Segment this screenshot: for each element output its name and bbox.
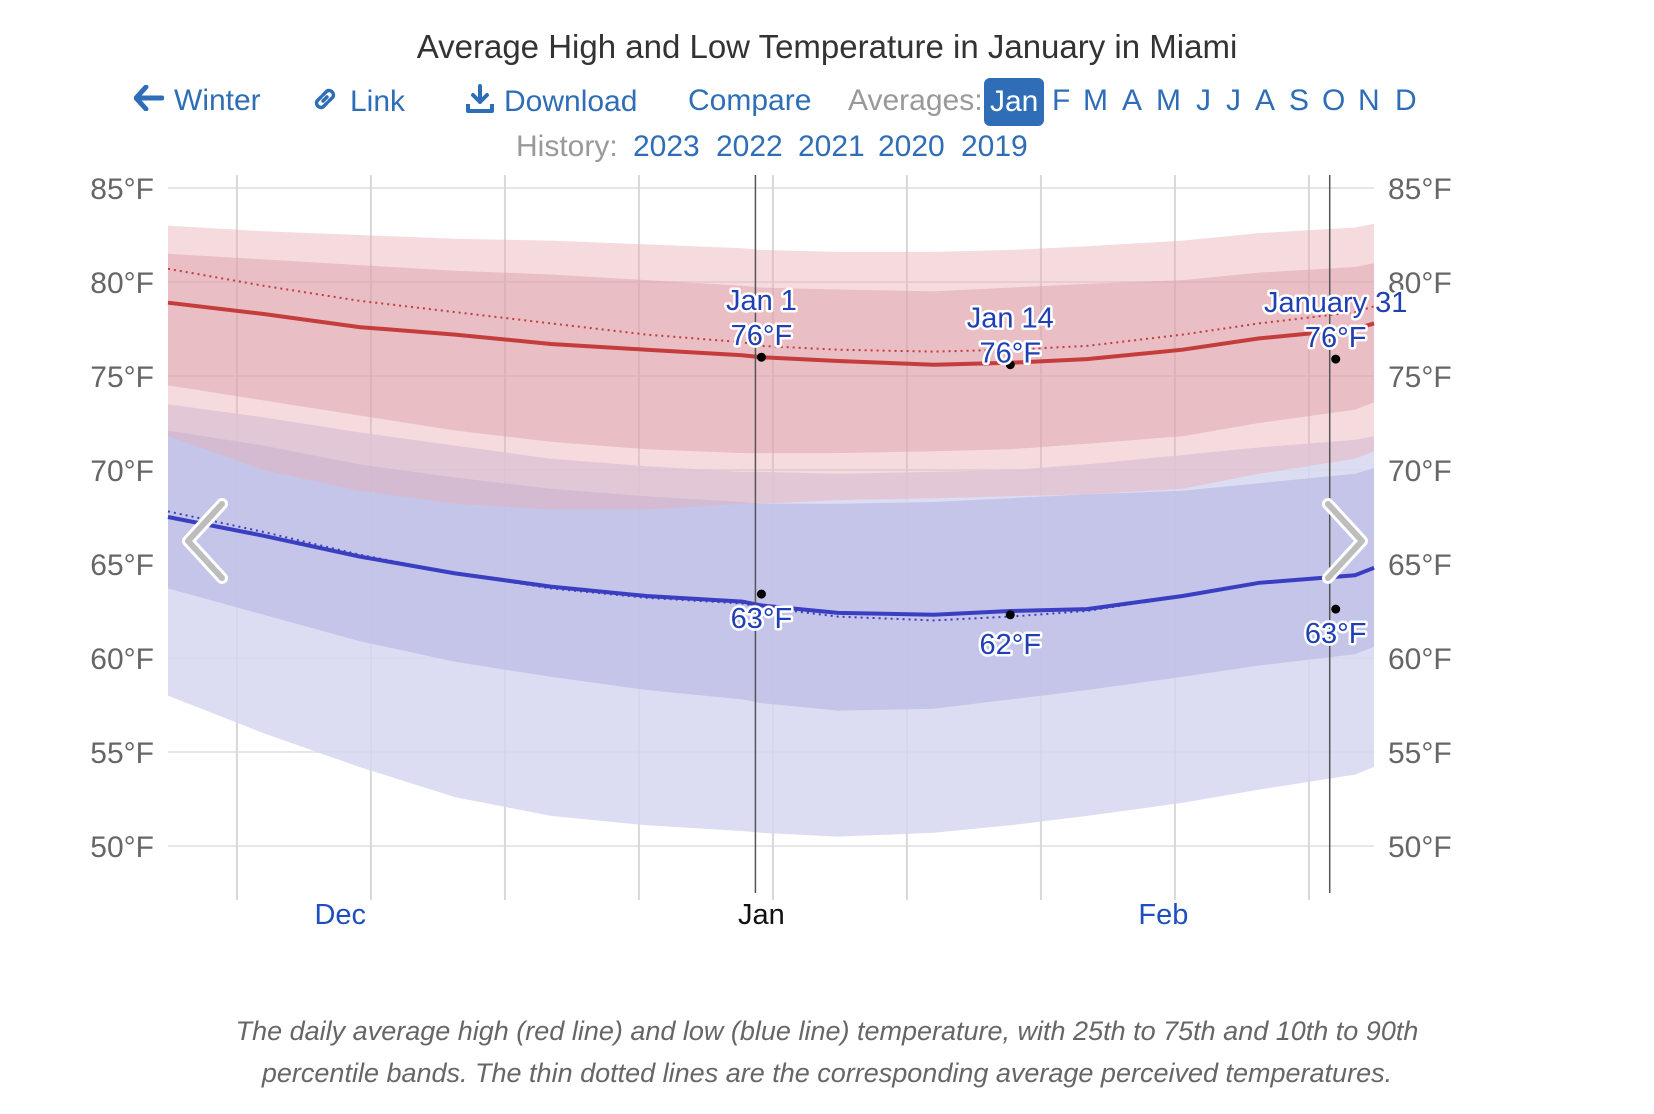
low-band-25-75 (168, 430, 1374, 711)
y-tick-label-right: 60°F (1388, 643, 1452, 676)
y-tick-label-left: 60°F (90, 643, 154, 676)
y-tick-label-left: 55°F (90, 737, 154, 770)
link-label: Link (350, 84, 406, 118)
low-marker-point (1005, 610, 1015, 620)
y-tick-label-left: 80°F (90, 267, 154, 300)
prev-month-button[interactable] (178, 496, 238, 586)
high-marker-point (1005, 360, 1015, 370)
high-marker-point (756, 352, 766, 362)
high-perceived-line (167, 267, 1375, 353)
chart-caption: The daily average high (red line) and lo… (110, 1010, 1544, 1094)
link-button[interactable]: Link (310, 84, 405, 122)
x-month-label: Jan (738, 899, 785, 931)
toolbar: Winter Link Download Compare Averages: J… (0, 78, 1654, 126)
chart-title: Average High and Low Temperature in Janu… (416, 28, 1238, 65)
y-tick-label-left: 65°F (90, 549, 154, 582)
y-tick-label-right: 75°F (1388, 361, 1452, 394)
month-tab-oct[interactable]: O (1322, 84, 1346, 117)
chevron-right-icon (1322, 498, 1368, 584)
month-tab-jan[interactable]: Jan (984, 78, 1045, 126)
download-icon (466, 84, 494, 122)
caption-line-1: The daily average high (red line) and lo… (235, 1016, 1419, 1046)
month-tab-mar[interactable]: M (1083, 84, 1108, 117)
history-year-2019[interactable]: 2019 (961, 130, 1028, 163)
x-month-label: Feb (1138, 899, 1188, 931)
high-average-line (167, 300, 1375, 367)
month-tab-apr[interactable]: A (1122, 84, 1143, 117)
high-band-25-75 (168, 253, 1374, 454)
low-average-line (167, 515, 1375, 617)
month-tab-dec[interactable]: D (1395, 84, 1417, 117)
low-marker-point (1331, 604, 1341, 614)
y-tick-label-left: 50°F (90, 831, 154, 864)
history-year-2020[interactable]: 2020 (878, 130, 945, 163)
marker-low-label: 63°F (1305, 618, 1367, 650)
history-year-2023[interactable]: 2023 (633, 130, 700, 163)
caption-line-2: percentile bands. The thin dotted lines … (261, 1058, 1393, 1088)
marker-low-label: 63°F (731, 603, 793, 635)
high-marker-point (1331, 354, 1341, 364)
marker-high-label: 76°F (731, 320, 793, 352)
y-tick-label-right: 50°F (1388, 831, 1452, 864)
y-tick-label-right: 55°F (1388, 737, 1452, 770)
low-marker-point (756, 589, 766, 599)
chevron-left-icon (182, 498, 228, 584)
history-label: History: (516, 130, 618, 163)
month-tab-feb[interactable]: F (1052, 84, 1071, 117)
y-tick-label-left: 75°F (90, 361, 154, 394)
month-tab-may[interactable]: M (1156, 84, 1181, 117)
y-tick-label-right: 80°F (1388, 267, 1452, 300)
month-tab-sep[interactable]: S (1289, 84, 1310, 117)
x-month-label: Dec (314, 899, 366, 931)
month-tab-aug[interactable]: A (1255, 84, 1276, 117)
marker-date-label: Jan 1 (726, 285, 797, 317)
temperature-chart: 50°F 50°F 55°F 55°F 60°F 60°F 65°F 65°F 70°F 70°F… (90, 173, 1452, 931)
arrow-left-icon (133, 84, 165, 119)
marker-high-label: 76°F (1305, 322, 1367, 354)
marker-date-label: Jan 14 (967, 303, 1054, 335)
marker-date-label: January 31 (1264, 287, 1408, 319)
y-tick-label-left: 85°F (90, 173, 154, 206)
history-bar: History: 2023 2022 2021 2020 2019 (0, 130, 1654, 170)
averages-label: Averages: (848, 84, 983, 117)
history-year-2021[interactable]: 2021 (798, 130, 865, 163)
high-band-10-90 (168, 223, 1374, 510)
history-year-2022[interactable]: 2022 (716, 130, 783, 163)
winter-back-link[interactable]: Winter (133, 84, 261, 119)
next-month-button[interactable] (1312, 496, 1372, 586)
month-tab-jun[interactable]: J (1196, 84, 1211, 117)
download-label: Download (504, 84, 638, 118)
link-icon (310, 84, 340, 122)
y-tick-label-left: 70°F (90, 455, 154, 488)
compare-link[interactable]: Compare (688, 84, 812, 117)
month-tab-nov[interactable]: N (1358, 84, 1380, 117)
winter-label: Winter (174, 84, 261, 117)
y-tick-label-right: 65°F (1388, 549, 1452, 582)
download-button[interactable]: Download (466, 84, 637, 122)
y-tick-label-right: 70°F (1388, 455, 1452, 488)
marker-high-label: 76°F (979, 338, 1041, 370)
marker-low-label: 62°F (979, 629, 1041, 661)
month-tab-jul[interactable]: J (1226, 84, 1241, 117)
y-tick-label-right: 85°F (1388, 173, 1452, 206)
